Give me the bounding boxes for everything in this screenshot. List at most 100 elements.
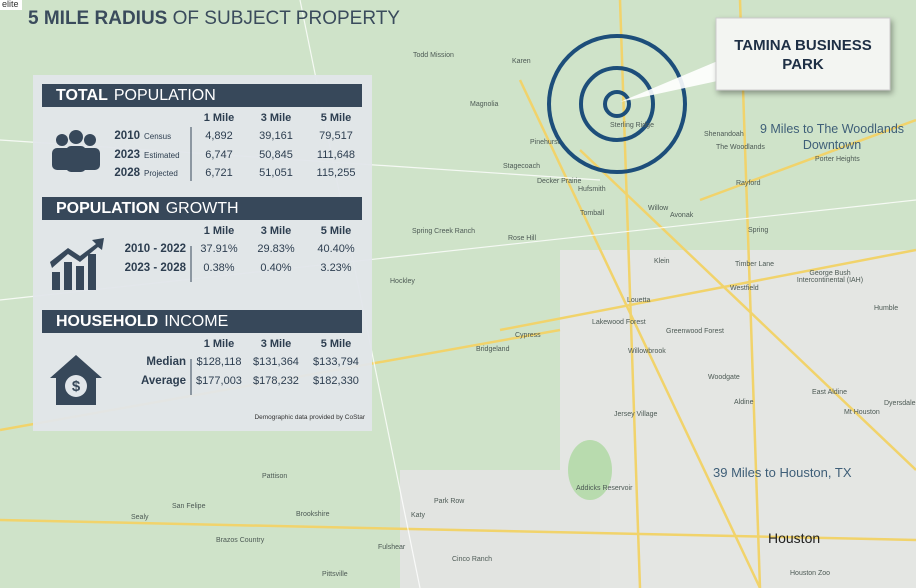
place-label: Westfield xyxy=(730,285,759,292)
place-label: George Bush Intercontinental (IAH) xyxy=(796,270,864,284)
row-label: Average xyxy=(141,375,186,387)
callout: TAMINA BUSINESS PARK xyxy=(734,37,872,73)
place-label: Katy xyxy=(411,512,426,519)
place-label: Addicks Reservoir xyxy=(576,485,633,492)
source: Demographic data provided by CoStar xyxy=(254,414,365,421)
place-label: Bridgeland xyxy=(476,346,510,353)
place-label: Houston xyxy=(768,530,821,546)
place-label: Avonak xyxy=(670,212,694,219)
table-cell: 39,161 xyxy=(259,130,293,142)
row-label-main: 2010 - 2022 xyxy=(124,243,186,255)
row-label: 2010 - 2022 xyxy=(125,243,186,255)
title-rest: OF SUBJECT PROPERTY xyxy=(172,8,400,29)
place-label: Stagecoach xyxy=(503,163,540,170)
place-label: Pinehurst xyxy=(530,139,560,146)
table-cell: $177,003 xyxy=(196,374,242,387)
section-header: TOTAL POPULATION xyxy=(42,84,362,107)
place-label: Greenwood Forest xyxy=(666,328,724,335)
place-label: Spring xyxy=(748,227,769,234)
place-label: Cypress xyxy=(515,332,541,339)
table-cell: 51,051 xyxy=(259,167,293,179)
column-header: 1 Mile xyxy=(203,338,235,350)
place-label: Magnolia xyxy=(470,101,499,108)
table-cell: 6,721 xyxy=(205,167,233,179)
place-label: Spring Creek Ranch xyxy=(412,228,476,235)
table-cell: $178,232 xyxy=(253,374,299,387)
place-label: Shenandoah xyxy=(704,131,744,138)
row-label-main: Average xyxy=(141,374,186,387)
table-cell: 115,255 xyxy=(316,167,356,179)
table-cell: 3.23% xyxy=(320,261,352,274)
column-header: 5 Mile xyxy=(320,112,352,124)
section-title-rest: POPULATION xyxy=(113,87,216,104)
table-cell: 50,845 xyxy=(259,148,293,161)
place-label: Porter Heights xyxy=(815,156,860,163)
place-label: Cinco Ranch xyxy=(452,556,493,563)
place-label: Mt Houston xyxy=(844,409,880,416)
place-label: Jersey Village xyxy=(614,411,658,418)
column-header: 3 Mile xyxy=(260,112,292,124)
row-label-main: Median xyxy=(146,356,186,368)
place-label: Humble xyxy=(874,305,899,312)
table-cell: 40.40% xyxy=(317,243,355,255)
column-header: 5 Mile xyxy=(320,338,352,350)
row-label: 2010 Census xyxy=(114,130,186,142)
section-title-bold: TOTAL xyxy=(56,87,108,104)
column-header: 1 Mile xyxy=(203,225,235,237)
place-label: Hufsmith xyxy=(578,186,606,193)
table-cell: $133,794 xyxy=(313,356,359,368)
row-label: 2028 Projected xyxy=(114,167,186,179)
row-sublabel: Projected xyxy=(144,169,178,178)
place-label: Willow xyxy=(648,205,669,212)
section-header: HOUSEHOLD INCOME xyxy=(42,310,362,333)
row-label-main: 2023 - 2028 xyxy=(124,261,186,274)
place-label: Louetta xyxy=(627,297,651,304)
table-cell: 29.83% xyxy=(257,243,295,255)
place-label: Sterling Ridge xyxy=(610,122,654,129)
section-title-rest: INCOME xyxy=(164,313,229,330)
place-label: Brookshire xyxy=(296,511,330,518)
section-title-bold: POPULATION xyxy=(56,200,160,217)
section-header: POPULATION GROWTH xyxy=(42,197,362,220)
table-cell: 0.38% xyxy=(203,261,235,274)
table-cell: 37.91% xyxy=(200,243,238,255)
place-label: Fulshear xyxy=(378,544,406,551)
place-label: East Aldine xyxy=(812,389,848,396)
row-sublabel: Census xyxy=(144,132,172,141)
svg-text:$: $ xyxy=(72,378,81,395)
place-label: Brazos Country xyxy=(216,537,265,544)
place-label: Timber Lane xyxy=(735,261,775,268)
place-label: Woodgate xyxy=(708,374,740,381)
place-label: Park Row xyxy=(434,498,465,505)
map-mode[interactable]: elite xyxy=(2,0,19,9)
place-label: Rose Hill xyxy=(508,235,537,242)
place-label: Willowbrook xyxy=(628,348,666,355)
row-sublabel: Estimated xyxy=(144,150,180,160)
table-cell: 0.40% xyxy=(260,261,292,274)
place-label: Todd Mission xyxy=(413,52,454,59)
place-label: Aldine xyxy=(734,399,754,406)
row-label-main: 2023 xyxy=(114,148,140,161)
place-label: Rayford xyxy=(736,180,761,187)
place-label: Tomball xyxy=(580,210,605,217)
table-cell: $131,364 xyxy=(253,356,299,368)
place-label: Klein xyxy=(654,258,670,265)
place-label: Pattison xyxy=(262,473,288,480)
note: 39 Miles to Houston, TX xyxy=(713,465,852,480)
table-cell: $128,118 xyxy=(196,356,242,368)
row-label: 2023 - 2028 xyxy=(125,262,186,274)
table-cell: 4,892 xyxy=(205,130,233,142)
place-label: Decker Prairie xyxy=(537,178,582,185)
table-cell: 79,517 xyxy=(319,130,353,142)
place-label: Karen xyxy=(512,58,531,65)
place-label: Lakewood Forest xyxy=(592,319,646,326)
place-label: Dyersdale xyxy=(884,400,916,407)
table-cell: 111,648 xyxy=(316,148,356,161)
place-label: The Woodlands xyxy=(716,144,765,151)
place-label: Hockley xyxy=(390,278,415,285)
row-label: 2023 Estimated xyxy=(114,149,186,161)
section-title-rest: GROWTH xyxy=(165,200,239,217)
place-label: Pittsville xyxy=(322,571,348,578)
column-header: 3 Mile xyxy=(260,225,292,237)
